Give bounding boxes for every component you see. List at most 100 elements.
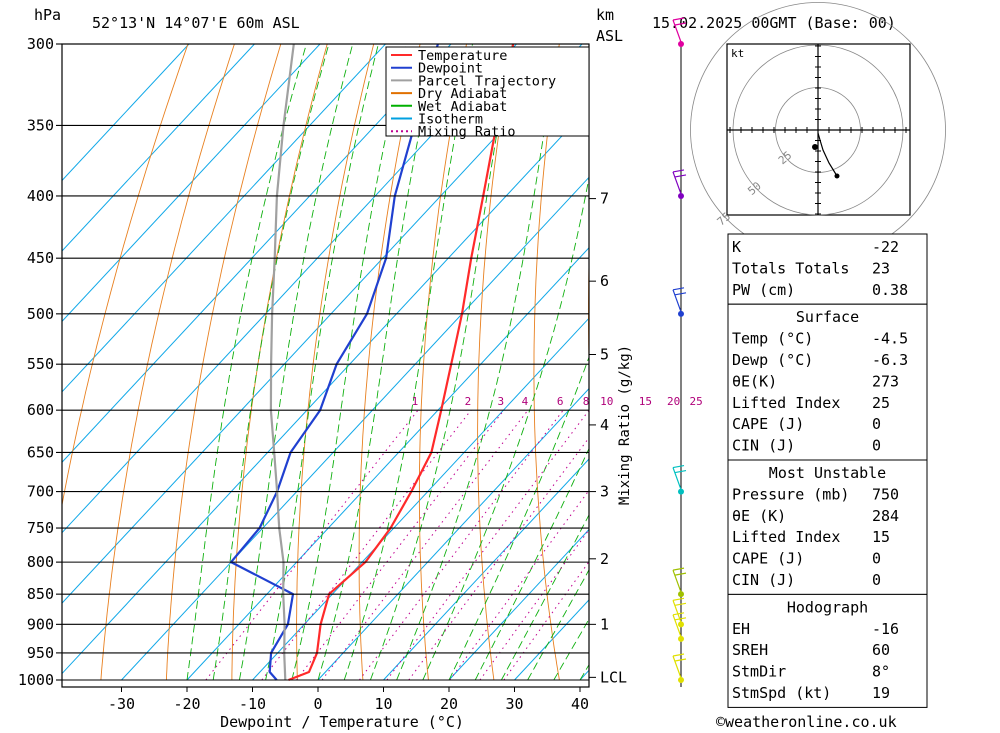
km-tick-label: 2 <box>600 550 609 568</box>
wind-barb <box>672 464 687 490</box>
wet-adiabat-line <box>448 355 589 681</box>
x-tick-label: 10 <box>374 695 392 713</box>
km-tick-label: 7 <box>600 190 609 208</box>
km-tick-label: LCL <box>600 668 627 686</box>
wind-barb-staff <box>672 289 682 313</box>
index-label: Totals Totals <box>732 259 849 277</box>
isotherm-line <box>317 387 589 681</box>
mixing-ratio-labels: 1 2 3 4 6 8 10 15 20 25 <box>412 395 703 408</box>
mixing-ratio-value-label: 6 <box>557 395 564 408</box>
hodograph-unit: kt <box>731 47 744 60</box>
mixing-ratio-line <box>449 489 589 681</box>
wind-level-dot <box>678 41 684 47</box>
index-label: CAPE (J) <box>732 415 804 433</box>
index-value: 60 <box>872 641 890 659</box>
mixing-ratio-value-label: 4 <box>522 395 529 408</box>
wind-barb-flag <box>672 612 685 616</box>
mixing-ratio-value-label: 8 <box>583 395 590 408</box>
index-label: PW (cm) <box>732 281 795 299</box>
wind-level-dot <box>678 677 684 683</box>
wet-adiabat-line <box>291 44 407 681</box>
legend-label: Isotherm <box>418 112 483 128</box>
wind-barb-flag <box>674 22 687 26</box>
isotherm-line <box>62 44 321 323</box>
wind-barb-flag <box>672 653 685 657</box>
mixing-ratio-value-label: 2 <box>465 395 472 408</box>
wind-barb <box>672 287 687 313</box>
pressure-tick-label: 400 <box>27 187 54 205</box>
index-label: θE(K) <box>732 372 777 390</box>
legend-label: Temperature <box>418 48 507 64</box>
index-label: Temp (°C) <box>732 330 813 348</box>
isotherm-line <box>62 106 589 675</box>
index-value: -6.3 <box>872 351 908 369</box>
mixing-ratio-line <box>503 560 589 681</box>
dry-adiabat-line <box>931 44 1000 680</box>
wind-level-dot <box>678 192 684 199</box>
index-value: 19 <box>872 684 890 702</box>
wind-barb-staff <box>672 655 682 679</box>
dry-adiabat-line <box>977 44 1000 680</box>
series-temperature-line <box>288 44 515 682</box>
km-tick-label: 5 <box>600 345 609 363</box>
wind-barb-flag <box>672 567 685 571</box>
wind-barb-staff <box>672 569 682 593</box>
isotherm-line <box>62 44 452 463</box>
isotherm-line <box>62 44 583 604</box>
wind-barb-flag <box>672 17 685 21</box>
index-value: 284 <box>872 507 899 525</box>
pressure-tick-label: 1000 <box>18 671 54 689</box>
dry-adiabat-line <box>641 44 690 680</box>
index-label: θE (K) <box>732 507 786 525</box>
hpa-unit-label: hPa <box>34 6 61 24</box>
most-unstable-indices-title: Most Unstable <box>769 464 886 482</box>
pressure-tick-label: 950 <box>27 644 54 662</box>
pressure-tick-label: 900 <box>27 615 54 633</box>
wind-level-dot <box>678 310 684 317</box>
index-label: StmDir <box>732 663 786 681</box>
mixing-ratio-line <box>479 528 589 681</box>
wind-level-dot <box>678 621 684 628</box>
index-value: 0 <box>872 437 881 455</box>
mixing-ratio-value-label: 25 <box>689 395 702 408</box>
index-label: SREH <box>732 641 768 659</box>
x-tick-label: 40 <box>571 695 589 713</box>
isotherm-line <box>121 176 589 681</box>
location-label: 52°13'N 14°07'E 60m ASL <box>92 14 300 32</box>
mixing-ratio-line <box>386 409 589 681</box>
wind-barb <box>672 169 687 195</box>
wind-barb-flag <box>672 597 685 601</box>
legend-label: Dewpoint <box>418 61 483 77</box>
index-value: 8° <box>872 663 890 681</box>
index-value: 25 <box>872 394 890 412</box>
mixing-ratio-value-label: 1 <box>412 395 419 408</box>
mixing-ratio-line <box>408 436 589 681</box>
isotherm-line <box>62 44 386 393</box>
index-label: CAPE (J) <box>732 550 804 568</box>
index-label: K <box>732 238 741 256</box>
x-tick-label: -30 <box>108 695 135 713</box>
pressure-tick-label: 350 <box>27 116 54 134</box>
axes: 3003504004505005506006507007508008509009… <box>18 35 627 713</box>
isotherm-line <box>448 528 589 681</box>
index-label: EH <box>732 620 750 638</box>
hodograph-indices-box <box>727 593 928 708</box>
index-value: 23 <box>872 259 890 277</box>
x-tick-label: 20 <box>440 695 458 713</box>
wind-barb-flag <box>674 572 687 576</box>
hodograph-end-dot <box>834 173 840 179</box>
dry-adiabat-line <box>165 44 282 681</box>
wind-barb-flag <box>674 658 687 662</box>
km-tick-label: 1 <box>600 615 609 633</box>
datetime-label: 15.02.2025 00GMT (Base: 00) <box>652 14 896 32</box>
wind-level-dot <box>678 635 684 642</box>
index-value: -22 <box>872 238 899 256</box>
index-label: CIN (J) <box>732 571 795 589</box>
mixing-ratio-line <box>296 409 505 681</box>
wind-barb-staff <box>672 467 682 490</box>
wind-profile <box>672 17 687 687</box>
index-label: Dewp (°C) <box>732 351 813 369</box>
mixing-ratio-value-label: 10 <box>600 395 613 408</box>
